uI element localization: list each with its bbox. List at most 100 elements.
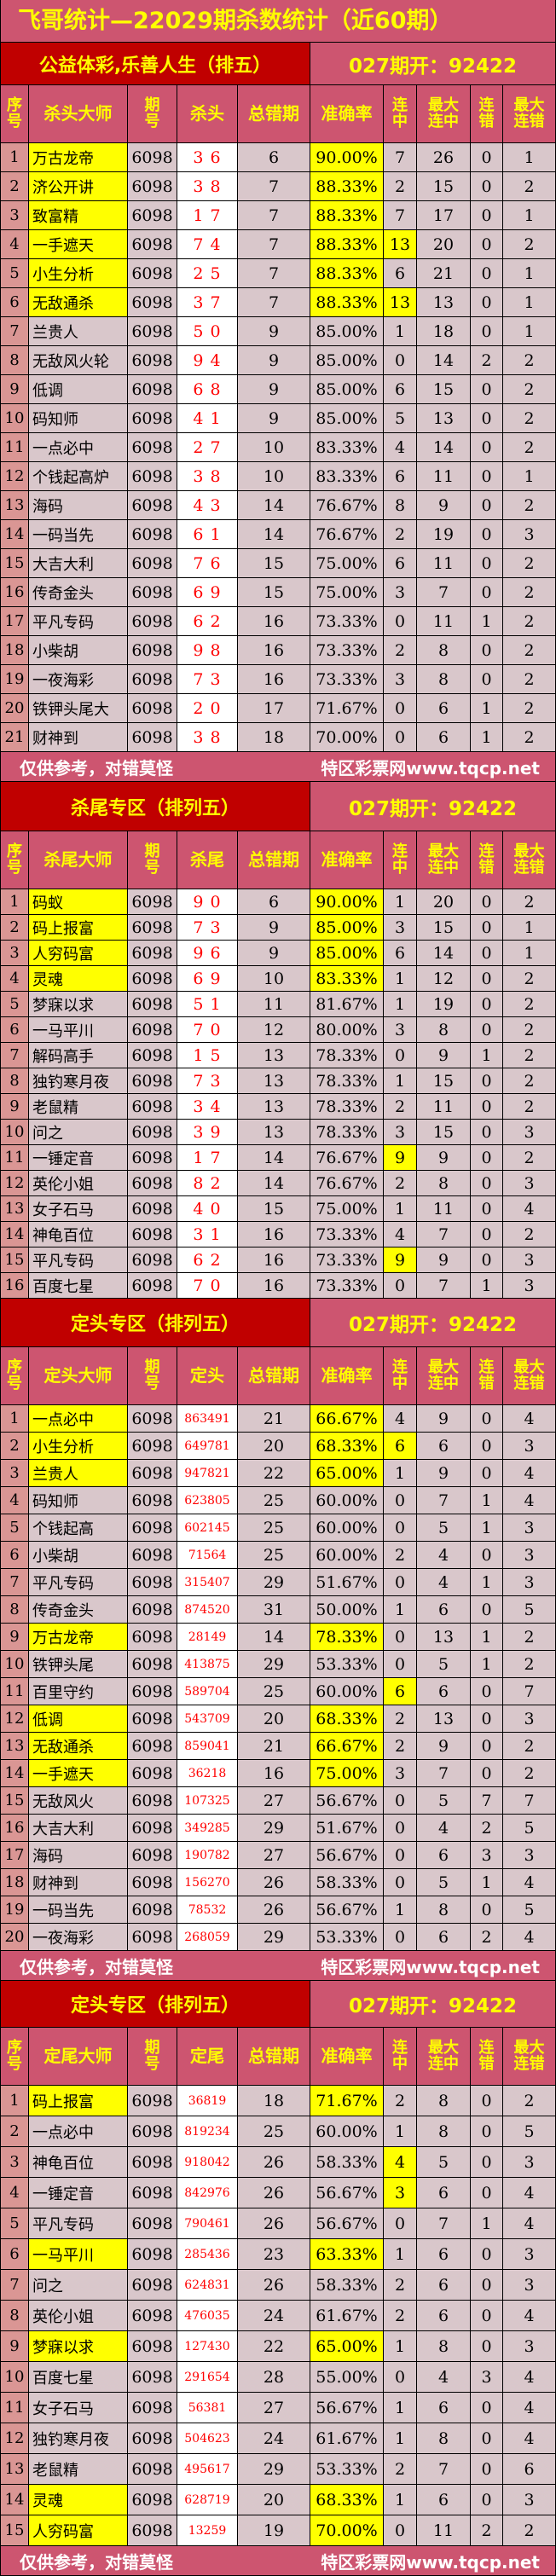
cell-streak-miss: 0 — [471, 1120, 503, 1144]
cell-total-errors: 16 — [238, 636, 310, 664]
table-row: 4 码知师 6098 623805 25 60.00% 0 7 1 4 — [1, 1487, 555, 1514]
cell-streak-miss: 1 — [471, 2208, 503, 2238]
table-row: 12 独钓寒月夜 6098 504623 24 61.67% 1 8 0 4 — [1, 2423, 555, 2454]
cell-max-streak-hit: 20 — [417, 230, 471, 258]
cell-streak-miss: 0 — [471, 2454, 503, 2484]
table-header: 序号 定尾大师 期号 定尾 总错期 准确率 连中 最大连中 连错 最大连错 — [1, 2028, 555, 2086]
cell-total-errors: 6 — [238, 143, 310, 171]
cell-master-name: 财神到 — [29, 1869, 128, 1896]
cell-period: 6098 — [128, 1842, 177, 1868]
cell-total-errors: 7 — [238, 230, 310, 258]
cell-seq: 2 — [1, 2116, 29, 2146]
table-row: 10 百度七星 6098 291654 28 55.00% 0 4 3 4 — [1, 2362, 555, 2393]
cell-max-streak-hit: 9 — [417, 1460, 471, 1486]
cell-accuracy: 76.67% — [310, 491, 384, 519]
cell-total-errors: 14 — [238, 491, 310, 519]
cell-max-streak-miss: 1 — [503, 288, 555, 316]
cell-seq: 19 — [1, 1896, 29, 1923]
draw-result: 027期开：92422 — [310, 782, 555, 831]
cell-streak-miss: 0 — [471, 1705, 503, 1732]
cell-seq: 14 — [1, 2485, 29, 2515]
cell-total-errors: 13 — [238, 1120, 310, 1144]
cell-master-name: 一锤定音 — [29, 2178, 128, 2208]
cell-max-streak-hit: 5 — [417, 1514, 471, 1541]
cell-accuracy: 58.33% — [310, 1869, 384, 1896]
cell-streak-miss: 0 — [471, 201, 503, 229]
cell-seq: 12 — [1, 2423, 29, 2453]
cell-streak-miss: 2 — [471, 346, 503, 374]
cell-accuracy: 76.67% — [310, 520, 384, 548]
cell-streak-hit: 0 — [384, 1787, 417, 1814]
column-header-max-streak-miss: 最大连错 — [503, 831, 555, 889]
cell-seq: 6 — [1, 1017, 29, 1042]
cell-max-streak-miss: 2 — [503, 723, 555, 751]
cell-master-name: 个钱起高炉 — [29, 462, 128, 490]
cell-period: 6098 — [128, 941, 177, 965]
cell-accuracy: 88.33% — [310, 230, 384, 258]
table-row: 11 一点必中 6098 2 7 10 83.33% 4 14 0 2 — [1, 433, 555, 462]
cell-master-name: 海码 — [29, 491, 128, 519]
cell-master-name: 女子石马 — [29, 1196, 128, 1221]
cell-accuracy: 78.33% — [310, 1120, 384, 1144]
cell-accuracy: 71.67% — [310, 694, 384, 722]
cell-accuracy: 53.33% — [310, 1924, 384, 1950]
column-header-master-name: 定头大师 — [29, 1347, 128, 1404]
column-header-streak-miss: 连错 — [471, 2028, 503, 2085]
cell-streak-hit: 1 — [384, 317, 417, 345]
table-row: 5 小生分析 6098 2 5 7 88.33% 6 21 0 1 — [1, 259, 555, 288]
cell-pick: 7 3 — [177, 1068, 238, 1093]
table-row: 8 传奇金头 6098 874520 31 50.00% 1 6 0 5 — [1, 1596, 555, 1624]
cell-total-errors: 14 — [238, 520, 310, 548]
cell-period: 6098 — [128, 1017, 177, 1042]
cell-period: 6098 — [128, 433, 177, 461]
cell-accuracy: 73.33% — [310, 1247, 384, 1272]
cell-master-name: 一点必中 — [29, 433, 128, 461]
cell-accuracy: 61.67% — [310, 2301, 384, 2330]
column-header-pick: 杀尾 — [177, 831, 238, 889]
cell-total-errors: 16 — [238, 1273, 310, 1298]
cell-streak-hit: 3 — [384, 1017, 417, 1042]
cell-seq: 11 — [1, 1145, 29, 1170]
cell-seq: 10 — [1, 2362, 29, 2392]
cell-streak-miss: 0 — [471, 1678, 503, 1705]
cell-total-errors: 26 — [238, 1896, 310, 1923]
table-row: 13 无敌通杀 6098 859041 21 66.67% 2 9 0 2 — [1, 1733, 555, 1760]
cell-total-errors: 27 — [238, 1787, 310, 1814]
cell-max-streak-miss: 2 — [503, 607, 555, 635]
cell-accuracy: 88.33% — [310, 259, 384, 287]
cell-seq: 4 — [1, 966, 29, 991]
cell-period: 6098 — [128, 1542, 177, 1568]
table-row: 6 一马平川 6098 285436 23 63.33% 1 6 0 3 — [1, 2239, 555, 2270]
cell-period: 6098 — [128, 201, 177, 229]
cell-streak-hit: 3 — [384, 915, 417, 940]
cell-master-name: 无敌通杀 — [29, 288, 128, 316]
cell-streak-miss: 0 — [471, 2331, 503, 2361]
cell-total-errors: 7 — [238, 259, 310, 287]
cell-streak-miss: 1 — [471, 1043, 503, 1068]
cell-max-streak-hit: 4 — [417, 1815, 471, 1841]
cell-total-errors: 16 — [238, 607, 310, 635]
cell-streak-miss: 0 — [471, 1760, 503, 1786]
cell-max-streak-miss: 2 — [503, 665, 555, 693]
cell-streak-miss: 0 — [471, 941, 503, 965]
cell-seq: 10 — [1, 1120, 29, 1144]
cell-max-streak-miss: 2 — [503, 1145, 555, 1170]
table-row: 11 女子石马 6098 56381 27 56.67% 1 6 0 4 — [1, 2393, 555, 2423]
cell-streak-hit: 1 — [384, 1196, 417, 1221]
cell-accuracy: 68.33% — [310, 2485, 384, 2515]
cell-master-name: 一码当先 — [29, 520, 128, 548]
cell-accuracy: 85.00% — [310, 375, 384, 403]
column-header-max-streak-miss: 最大连错 — [503, 2028, 555, 2085]
cell-pick: 6 9 — [177, 578, 238, 606]
cell-max-streak-miss: 4 — [503, 2301, 555, 2330]
footer-note: 仅供参考，对错莫怪 特区彩票网www.tqcp.net — [1, 1951, 555, 1981]
table-row: 9 万古龙帝 6098 28149 14 78.33% 0 13 1 2 — [1, 1624, 555, 1651]
cell-pick: 1 7 — [177, 1145, 238, 1170]
cell-accuracy: 81.67% — [310, 992, 384, 1016]
table-row: 7 平凡专码 6098 315407 29 51.67% 0 4 1 3 — [1, 1569, 555, 1596]
cell-master-name: 一手遮天 — [29, 1760, 128, 1786]
cell-period: 6098 — [128, 915, 177, 940]
cell-max-streak-hit: 8 — [417, 1171, 471, 1195]
cell-pick: 190782 — [177, 1842, 238, 1868]
cell-master-name: 小柴胡 — [29, 636, 128, 664]
